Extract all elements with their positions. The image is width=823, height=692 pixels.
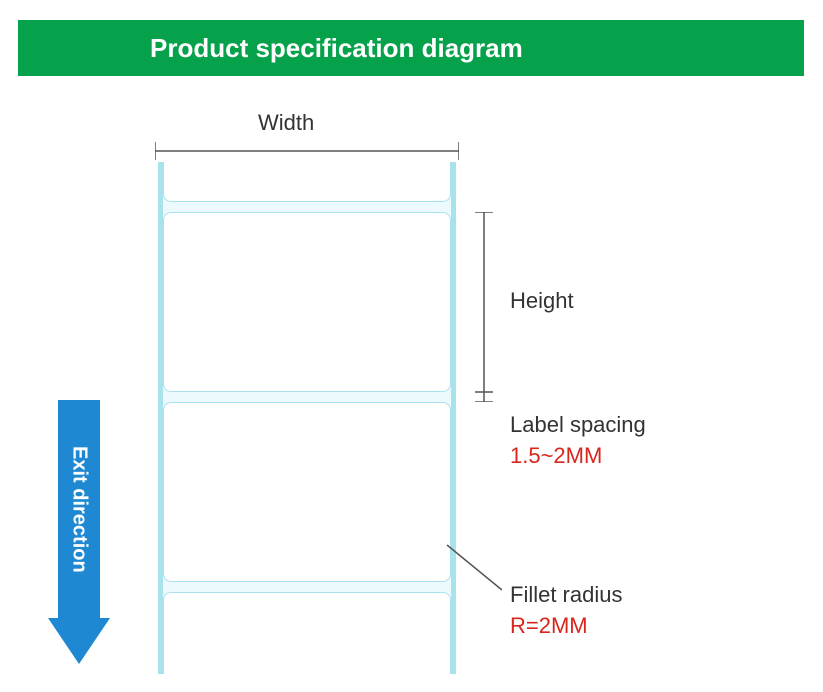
label-rect-1 [163,212,451,392]
spacing-value: 1.5~2MM [510,443,602,468]
spacing-label-block: Label spacing 1.5~2MM [510,410,646,472]
width-bracket-icon [155,142,459,160]
spacing-bracket-icon [475,392,493,402]
exit-direction-arrow: Exit direction [48,400,110,664]
width-label: Width [258,110,314,136]
exit-direction-label: Exit direction [68,446,91,573]
label-rect-2 [163,402,451,582]
header-bar: Product specification diagram [18,20,804,76]
fillet-label-block: Fillet radius R=2MM [510,580,622,642]
spacing-label: Label spacing [510,412,646,437]
arrow-head-icon [48,618,110,664]
label-rect-partial-top [163,162,451,202]
fillet-label: Fillet radius [510,582,622,607]
header-title: Product specification diagram [150,33,523,64]
fillet-value: R=2MM [510,613,588,638]
height-bracket-icon [475,212,493,392]
label-roll [158,162,456,674]
spec-diagram: Width Height Label spacing 1.5~2MM Fille… [0,110,823,670]
fillet-leader-icon [442,540,502,600]
height-label: Height [510,288,574,314]
arrow-body: Exit direction [58,400,100,618]
label-rect-partial-bottom [163,592,451,674]
